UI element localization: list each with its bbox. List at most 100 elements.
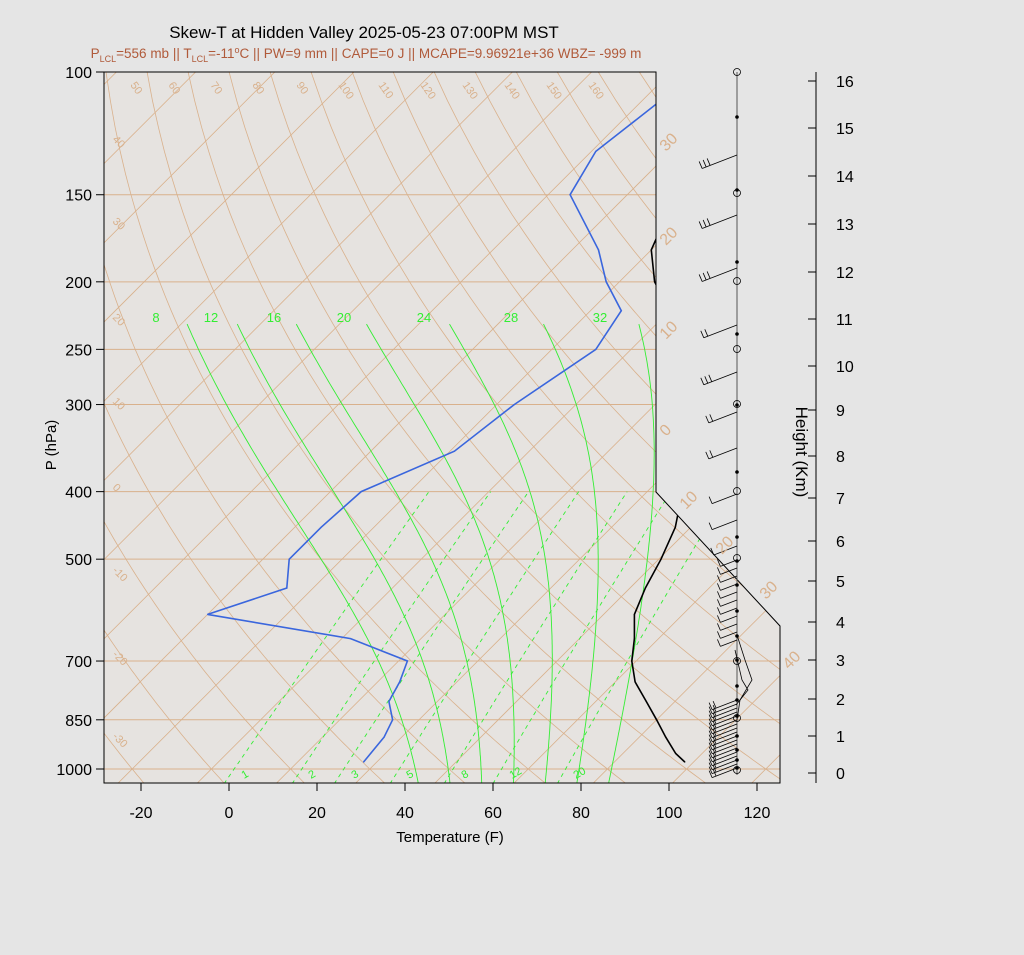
station-dot <box>735 332 739 336</box>
height-tick-label: 5 <box>836 574 845 591</box>
x-tick-label: -20 <box>129 805 152 822</box>
isotherm-label-right: 10 <box>677 488 702 513</box>
temperature-point <box>656 719 657 720</box>
temperature-point <box>660 559 661 560</box>
height-tick-label: 0 <box>836 766 845 783</box>
dewpoint-point <box>388 701 389 702</box>
p-tick-label: 200 <box>65 275 92 292</box>
wind-barb <box>709 520 737 530</box>
wind-barb <box>706 412 737 423</box>
dewpoint-point <box>321 527 322 528</box>
x-tick-label: 40 <box>396 805 414 822</box>
p-tick-label: 1000 <box>56 762 92 779</box>
wind-barb <box>701 325 737 338</box>
temperature-point <box>635 681 636 682</box>
temperature-point <box>684 761 685 762</box>
temperature-point <box>669 310 670 311</box>
y-axis-label: P (hPa) <box>43 420 60 471</box>
plot-background <box>104 72 780 783</box>
temperature-point <box>675 194 676 195</box>
temperature-point <box>646 701 647 702</box>
temperature-point <box>681 349 682 350</box>
wind-barb <box>701 372 737 385</box>
moist-adiabat-label: 16 <box>267 310 281 325</box>
p-tick-label: 250 <box>65 342 92 359</box>
height-tick-label: 11 <box>836 312 853 329</box>
dry-adiabat-180 <box>739 40 1024 784</box>
dewpoint-point <box>598 249 599 250</box>
height-tick-label: 9 <box>836 403 845 420</box>
temperature-point <box>634 638 635 639</box>
dry-adiabat-200 <box>819 40 1024 784</box>
dewpoint-point <box>595 349 596 350</box>
x-tick-label: 100 <box>656 805 683 822</box>
dewpoint-point <box>399 681 400 682</box>
height-tick-label: 2 <box>836 692 845 709</box>
x-tick-label: 80 <box>572 805 590 822</box>
p-tick-label: 150 <box>65 188 92 205</box>
wind-barb <box>699 268 737 281</box>
station-dot <box>735 535 739 539</box>
temperature-point <box>718 127 719 128</box>
dewpoint-point <box>207 614 208 615</box>
height-tick-label: 15 <box>836 121 854 138</box>
temperature-point <box>651 249 652 250</box>
moist-adiabat-label: 12 <box>204 310 218 325</box>
temperature-point <box>631 660 632 661</box>
wind-barb <box>706 448 737 459</box>
temperature-point <box>665 737 666 738</box>
isotherm-label-right: 30 <box>757 578 782 603</box>
dewpoint-point <box>514 404 515 405</box>
isotherm-label-right: 20 <box>657 224 682 249</box>
dewpoint-point <box>595 151 596 152</box>
station-dot <box>735 684 739 688</box>
temperature-point <box>675 753 676 754</box>
p-tick-label: 300 <box>65 398 92 415</box>
isotherm-60 <box>830 40 1024 784</box>
x-tick-label: 60 <box>484 805 502 822</box>
isotherm--130 <box>0 40 69 784</box>
dewpoint-point <box>361 491 362 492</box>
dewpoint-point <box>621 310 622 311</box>
moist-adiabat-label: 20 <box>337 310 351 325</box>
p-tick-label: 700 <box>65 654 92 671</box>
temperature-point <box>675 527 676 528</box>
height-tick-label: 10 <box>836 359 854 376</box>
p-tick-label: 400 <box>65 485 92 502</box>
dewpoint-point <box>384 737 385 738</box>
dewpoint-point <box>289 559 290 560</box>
moist-adiabat-label: 8 <box>152 310 159 325</box>
height-tick-label: 4 <box>836 615 845 632</box>
temperature-point <box>683 451 684 452</box>
moist-adiabat-label: 32 <box>593 310 607 325</box>
dry-adiabat--40 <box>0 40 64 784</box>
wind-barb <box>699 155 737 168</box>
station-dot <box>735 470 739 474</box>
dewpoint-point <box>350 638 351 639</box>
height-tick-label: 12 <box>836 265 854 282</box>
x-tick-label: 0 <box>225 805 234 822</box>
chart-title: Skew-T at Hidden Valley 2025-05-23 07:00… <box>169 23 559 42</box>
isotherm-label-right: 0 <box>657 421 675 439</box>
height-tick-label: 1 <box>836 729 845 746</box>
p-tick-label: 100 <box>65 65 92 82</box>
dewpoint-point <box>363 761 364 762</box>
station-dot <box>735 583 739 587</box>
dewpoint-point <box>606 281 607 282</box>
dewpoint-point <box>286 587 287 588</box>
x-tick-label: 20 <box>308 805 326 822</box>
height-tick-label: 3 <box>836 653 845 670</box>
height-tick-label: 6 <box>836 534 845 551</box>
height-tick-label: 13 <box>836 217 854 234</box>
isotherm-label-right: 30 <box>657 130 682 155</box>
height-tick-label: 7 <box>836 491 845 508</box>
temperature-point <box>654 281 655 282</box>
station-dot <box>735 260 739 264</box>
temperature-point <box>682 491 683 492</box>
station-dot <box>735 115 739 119</box>
isotherm-label-right: 40 <box>780 648 805 673</box>
isotherm-label-right: 10 <box>657 318 682 343</box>
dewpoint-point <box>392 719 393 720</box>
